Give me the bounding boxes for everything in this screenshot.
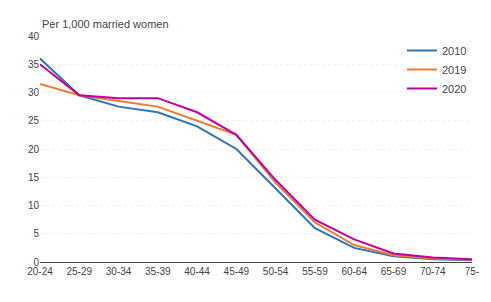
svg-text:5: 5: [33, 228, 39, 239]
svg-text:60-64: 60-64: [341, 266, 367, 277]
svg-text:35: 35: [28, 59, 40, 70]
svg-text:15: 15: [28, 172, 40, 183]
svg-text:70-74: 70-74: [420, 266, 446, 277]
svg-text:35-39: 35-39: [145, 266, 171, 277]
svg-text:2020: 2020: [442, 83, 466, 95]
svg-text:40-44: 40-44: [184, 266, 210, 277]
svg-text:30: 30: [28, 87, 40, 98]
svg-text:2010: 2010: [442, 45, 466, 57]
svg-text:30-34: 30-34: [106, 266, 132, 277]
svg-text:65-69: 65-69: [381, 266, 407, 277]
svg-text:25-29: 25-29: [66, 266, 92, 277]
svg-text:25: 25: [28, 115, 40, 126]
svg-text:75-: 75-: [465, 266, 479, 277]
svg-text:55-59: 55-59: [302, 266, 328, 277]
svg-text:45-49: 45-49: [224, 266, 250, 277]
svg-text:20-24: 20-24: [27, 266, 53, 277]
svg-text:50-54: 50-54: [263, 266, 289, 277]
svg-text:0: 0: [33, 257, 39, 268]
svg-text:Per 1,000 married women: Per 1,000 married women: [42, 18, 169, 30]
svg-text:40: 40: [28, 31, 40, 42]
svg-text:2019: 2019: [442, 64, 466, 76]
svg-text:20: 20: [28, 144, 40, 155]
svg-text:10: 10: [28, 200, 40, 211]
